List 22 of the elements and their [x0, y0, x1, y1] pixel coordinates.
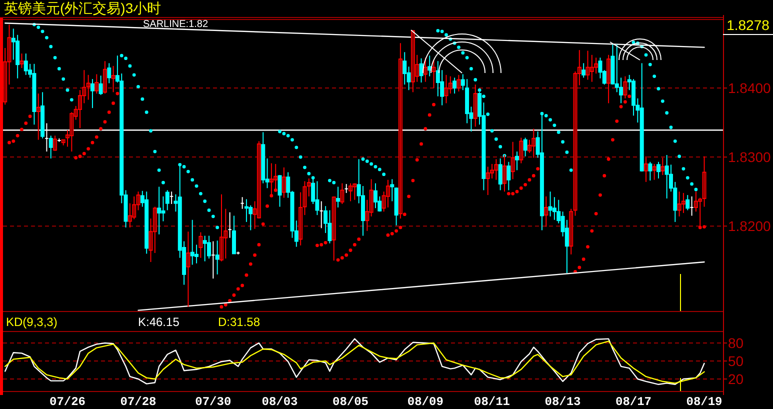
y-tick-label: 1.8400 [728, 80, 772, 96]
x-tick-label: 08/09 [407, 395, 444, 409]
x-tick-label: 08/13 [544, 395, 581, 409]
x-tick-label: 07/30 [195, 395, 232, 409]
annotation: SARLINE:1.82 [143, 19, 208, 30]
text: D:31.58 [218, 315, 260, 329]
y-tick-label: 50 [728, 353, 744, 369]
y-tick-label: 1.8200 [728, 218, 772, 234]
y-tick-label: 80 [728, 335, 744, 351]
chart-title: 英镑美元(外汇交易)3小时 [4, 0, 162, 16]
x-tick-label: 08/17 [616, 395, 652, 409]
chart-title: KD(9,3,3) [6, 315, 58, 329]
x-tick-label: 08/03 [262, 395, 298, 409]
y-tick-label: 1.8300 [728, 149, 772, 166]
x-tick-label: 07/26 [50, 395, 86, 409]
text: 1.8278 [726, 17, 770, 33]
x-tick-label: 07/28 [120, 395, 156, 409]
x-tick-label: 08/11 [474, 395, 510, 409]
x-tick-label: 08/05 [332, 395, 369, 409]
y-tick-label: 20 [728, 371, 744, 387]
text: K:46.15 [138, 315, 180, 329]
x-tick-label: 08/19 [686, 395, 722, 409]
